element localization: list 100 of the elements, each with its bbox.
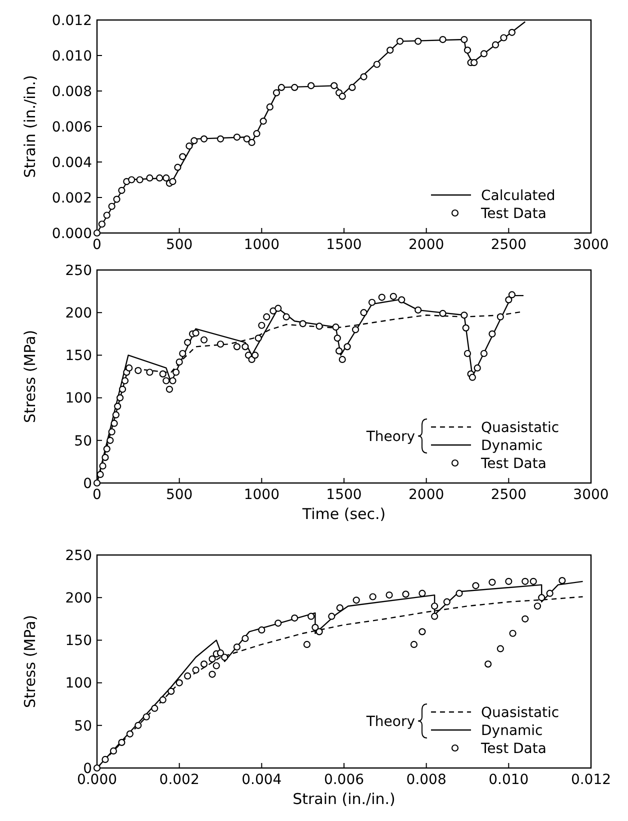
x-tick-label: 0.010 xyxy=(488,772,529,788)
x-tick-label: 1500 xyxy=(326,487,362,503)
point xyxy=(338,92,346,100)
point xyxy=(118,186,126,194)
point xyxy=(156,174,164,182)
point xyxy=(508,28,516,36)
point xyxy=(431,612,438,620)
y-tick-label: 100 xyxy=(65,390,92,407)
point xyxy=(386,46,394,54)
point xyxy=(216,135,224,142)
x-axis-title: Strain (in./in.) xyxy=(292,790,396,808)
point xyxy=(113,196,120,203)
legend-label: Test Data xyxy=(480,206,546,222)
point xyxy=(192,666,200,674)
point xyxy=(98,220,106,228)
point xyxy=(221,654,228,661)
point xyxy=(272,89,280,96)
point xyxy=(336,604,344,612)
point xyxy=(456,590,463,597)
y-tick-label: 50 xyxy=(74,718,92,734)
point xyxy=(174,164,182,171)
x-tick-label: 0.004 xyxy=(242,772,282,788)
y-tick-label: 200 xyxy=(65,306,92,322)
point xyxy=(169,178,176,186)
point xyxy=(274,620,282,627)
point xyxy=(278,84,285,91)
point xyxy=(369,593,376,600)
point xyxy=(352,596,360,604)
x-tick-label: 1000 xyxy=(244,487,280,503)
x-tick-label: 500 xyxy=(166,237,193,253)
point xyxy=(308,612,315,620)
y-tick-label: 0.008 xyxy=(52,84,92,100)
point xyxy=(128,176,136,184)
point xyxy=(484,660,492,668)
y-axis-title: Strain (in./in.) xyxy=(21,75,39,178)
point xyxy=(108,202,116,210)
legend-title: Theory xyxy=(365,428,415,445)
point xyxy=(328,612,336,620)
point xyxy=(492,41,500,48)
point xyxy=(360,73,368,80)
y-tick-label: 0.000 xyxy=(52,226,92,242)
x-tick-label: 0.006 xyxy=(324,772,364,788)
x-tick-label: 500 xyxy=(166,487,193,503)
x-tick-label: 3000 xyxy=(573,237,609,253)
y-tick-label: 150 xyxy=(65,633,92,650)
x-tick-label: 2000 xyxy=(408,237,444,253)
point xyxy=(496,645,504,652)
point xyxy=(480,50,488,58)
point xyxy=(418,628,426,636)
point xyxy=(418,590,426,597)
point xyxy=(146,174,154,182)
point xyxy=(200,135,208,142)
point xyxy=(110,747,118,755)
point xyxy=(134,722,142,729)
y-axis-title: Stress (MPa) xyxy=(21,330,39,424)
x-tick-label: 0.012 xyxy=(570,772,612,788)
point xyxy=(472,582,480,590)
point xyxy=(258,626,266,634)
point xyxy=(439,36,446,44)
y-tick-label: 0 xyxy=(83,476,92,492)
x-tick-label: 1000 xyxy=(244,237,280,253)
point xyxy=(179,153,186,160)
point xyxy=(208,655,216,662)
y-tick-label: 0.006 xyxy=(52,119,92,136)
y-tick-label: 250 xyxy=(65,262,92,279)
y-tick-label: 250 xyxy=(65,548,92,564)
point xyxy=(470,59,478,66)
point xyxy=(505,578,512,585)
x-tick-label: 2500 xyxy=(490,237,526,253)
point xyxy=(233,643,241,651)
point xyxy=(136,176,144,184)
y-tick-label: 0.012 xyxy=(52,12,92,29)
point xyxy=(233,134,241,141)
y-tick-label: 0.004 xyxy=(52,154,92,171)
point xyxy=(216,649,224,657)
point xyxy=(248,138,256,146)
point xyxy=(546,590,554,597)
point xyxy=(308,82,315,90)
point xyxy=(330,82,338,90)
legend-label: Quasistatic xyxy=(481,420,560,436)
point xyxy=(184,672,192,680)
point xyxy=(534,602,542,610)
y-tick-label: 150 xyxy=(65,348,92,364)
x-tick-label: 2500 xyxy=(490,487,526,503)
point xyxy=(530,578,537,585)
legend-label: Dynamic xyxy=(481,722,543,739)
point xyxy=(243,135,250,142)
point xyxy=(102,756,109,764)
x-tick-label: 0.008 xyxy=(406,772,446,788)
point xyxy=(266,103,274,111)
point xyxy=(242,634,249,642)
point xyxy=(410,640,418,648)
point xyxy=(500,34,508,42)
point xyxy=(93,764,101,772)
legend-label: Test Data xyxy=(480,740,546,757)
point xyxy=(464,46,472,54)
point xyxy=(200,660,208,668)
x-tick-label: 3000 xyxy=(573,487,609,503)
point xyxy=(488,578,496,586)
point xyxy=(303,640,310,648)
